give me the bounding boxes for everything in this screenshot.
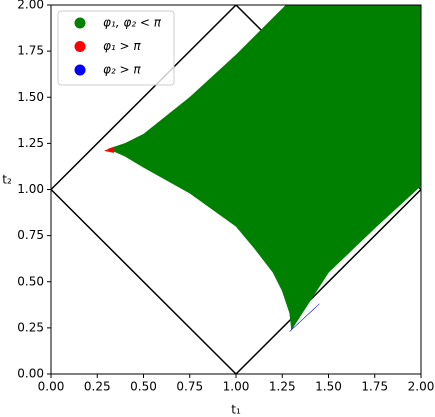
- region: [289, 303, 320, 332]
- x-tick-label: 1.00: [223, 380, 250, 394]
- y-tick-label: 0.00: [17, 367, 44, 381]
- x-tick-label: 0.25: [84, 380, 111, 394]
- legend-marker: [74, 64, 86, 76]
- legend-marker: [74, 17, 86, 29]
- y-tick-label: 0.25: [17, 320, 44, 334]
- legend-marker: [74, 41, 86, 52]
- x-tick-label: 2.00: [408, 380, 435, 394]
- x-tick-label: 1.25: [269, 380, 296, 394]
- y-tick-label: 1.25: [17, 136, 44, 150]
- y-tick-label: 1.50: [17, 90, 44, 104]
- y-tick-label: 0.75: [17, 228, 44, 242]
- y-axis-label: t₂: [2, 173, 12, 187]
- legend-text: φ₂ > π: [103, 63, 141, 77]
- x-tick-label: 0.75: [176, 380, 203, 394]
- y-tick-label: 0.50: [17, 274, 44, 288]
- y-tick-label: 2.00: [17, 0, 44, 12]
- plot-area: [51, 5, 421, 374]
- x-axis-label: t₁: [231, 403, 241, 417]
- y-tick-label: 1.75: [17, 44, 44, 58]
- region: [107, 5, 421, 331]
- region: [103, 146, 115, 153]
- x-tick-label: 0.00: [38, 380, 65, 394]
- legend-text: φ₁ > π: [103, 39, 141, 53]
- x-tick-label: 1.75: [361, 380, 388, 394]
- y-tick-label: 1.00: [17, 182, 44, 196]
- x-tick-label: 1.50: [315, 380, 342, 394]
- x-tick-label: 0.50: [130, 380, 157, 394]
- legend-box: [57, 10, 175, 86]
- legend-text: φ₁, φ₂ < π: [103, 16, 162, 30]
